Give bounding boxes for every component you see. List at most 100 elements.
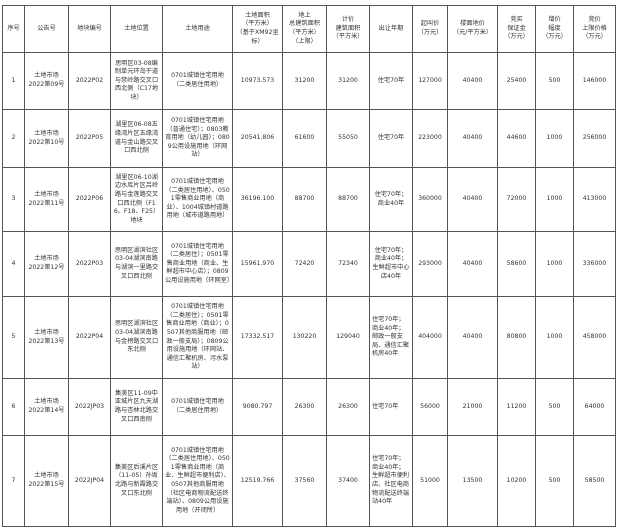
cell-floor-price: 13500 [447, 435, 498, 527]
cell-area: 12519.766 [232, 435, 283, 527]
cell-notice: 土地市场 2022第11号 [24, 167, 69, 232]
cell-notice: 土地市场 2022第15号 [24, 435, 69, 527]
cell-location: 湖里区06-10湖边水库片区吕岭路与金莲路交叉口西北侧（F16、F18、F25）… [110, 167, 163, 232]
cell-code: 2022P05 [68, 109, 111, 168]
cell-seq: 3 [2, 167, 25, 232]
cell-start-price: 127000 [412, 52, 448, 110]
cell-increment: 1000 [535, 231, 574, 297]
cell-location: 思明区湖滨社区03-04湖滨南路与湖滨一里路交叉口西北侧 [110, 231, 163, 297]
header-deposit: 竞买 保证金 （万元） [497, 5, 536, 53]
cell-deposit: 58600 [497, 231, 536, 297]
cell-location: 集美区后溪片区（11-05）孙坂北路与新霞路交叉口东北侧 [110, 435, 163, 527]
cell-deposit: 72000 [497, 167, 536, 232]
cell-term: 住宅70年；商业40年；生鲜超市中心店40年 [369, 231, 413, 297]
cell-cap: 413000 [573, 167, 616, 232]
header-floor-price: 楼面地价 （元/平方米） [447, 5, 498, 53]
cell-priced-gfa: 88700 [326, 167, 370, 232]
cell-area: 15961.970 [232, 231, 283, 297]
cell-increment: 1000 [535, 296, 574, 379]
cell-priced-gfa: 129040 [326, 296, 370, 379]
cell-floor-price: 21000 [447, 378, 498, 436]
cell-floor-price: 40400 [447, 52, 498, 110]
cell-floor-price: 40400 [447, 109, 498, 168]
header-seq: 序号 [2, 5, 25, 53]
cell-gfa: 88700 [282, 167, 327, 232]
cell-use: 0701城镇住宅用地（二类居住用地）、0501零售商业用地（商业）、1004城镇… [162, 167, 233, 232]
table-row: 3 土地市场 2022第11号 2022P06 湖里区06-10湖边水库片区吕岭路与金… [2, 167, 616, 232]
header-code: 地块编号 [68, 5, 111, 53]
cell-area: 20541.806 [232, 109, 283, 168]
cell-deposit: 25400 [497, 52, 536, 110]
cell-seq: 2 [2, 109, 25, 168]
header-row: 序号 公告号 地块编号 土地位置 土地用途 土地面积 （平方米） （基于XM92坐标） 地上… [2, 5, 616, 53]
cell-term: 住宅70年 [369, 52, 413, 110]
cell-code: 2022JP03 [68, 378, 111, 436]
cell-code: 2022P04 [68, 296, 111, 379]
header-start-price: 起叫价 （万元） [412, 5, 448, 53]
cell-increment: 1000 [535, 109, 574, 168]
cell-cap: 458000 [573, 296, 616, 379]
header-increment: 增价 幅度 （万元） [535, 5, 574, 53]
cell-use: 0701城镇住宅用地（二类居住）；0501零售商业用地（商业）；0507其他商服… [162, 296, 233, 379]
cell-code: 2022JP04 [68, 435, 111, 527]
cell-gfa: 31200 [282, 52, 327, 110]
header-term: 出让年期 [369, 5, 413, 53]
cell-deposit: 80800 [497, 296, 536, 379]
cell-term: 住宅70年；商业40年；生鲜超市便利店、社区电商物流配送终端站40年 [369, 435, 413, 527]
cell-start-price: 56000 [412, 378, 448, 436]
cell-term: 住宅70年；商业40年 [369, 167, 413, 232]
cell-code: 2022P02 [68, 52, 111, 110]
cell-notice: 土地市场 2022第13号 [24, 296, 69, 379]
cell-use: 0701城镇住宅用地（二类居住）；0501零售商业用地（商业、生鲜超市中心店）；… [162, 231, 233, 297]
table-row: 4 土地市场 2022第12号 2022P03 思明区湖滨社区03-04湖滨南路与湖滨… [2, 231, 616, 297]
cell-seq: 1 [2, 52, 25, 110]
cell-priced-gfa: 37400 [326, 435, 370, 527]
cell-start-price: 51000 [412, 435, 448, 527]
cell-term: 住宅70年 [369, 378, 413, 436]
cell-code: 2022P03 [68, 231, 111, 297]
cell-floor-price: 40400 [447, 231, 498, 297]
cell-floor-price: 40400 [447, 167, 498, 232]
cell-term: 住宅70年 [369, 109, 413, 168]
cell-term: 住宅70年；商业40年；邮政一般支局、通信汇聚机房40年 [369, 296, 413, 379]
cell-start-price: 360000 [412, 167, 448, 232]
cell-notice: 土地市场 2022第09号 [24, 52, 69, 110]
header-priced-gfa: 计价 建筑面积 （平方米） [326, 5, 370, 53]
cell-code: 2022P06 [68, 167, 111, 232]
cell-notice: 土地市场 2022第12号 [24, 231, 69, 297]
cell-use: 0701城镇住宅用地（二类居住用地） [162, 378, 233, 436]
header-notice: 公告号 [24, 5, 69, 53]
cell-deposit: 11200 [497, 378, 536, 436]
table-row: 6 土地市场 2022第14号 2022JP03 集美区11-09中亚城片区九天湖路与… [2, 378, 616, 436]
cell-location: 思明区湖滨社区03-04湖滨南路与金榜路交叉口东北侧 [110, 296, 163, 379]
cell-increment: 1000 [535, 167, 574, 232]
cell-location: 集美区11-09中亚城片区九天湖路与杏林北路交叉口西南侧 [110, 378, 163, 436]
cell-area: 9080.797 [232, 378, 283, 436]
header-gfa: 地上 总建筑面积 （平方米） （上限） [282, 5, 327, 53]
cell-cap: 58500 [573, 435, 616, 527]
cell-gfa: 72420 [282, 231, 327, 297]
header-cap: 竞价 上限价格 （万元） [573, 5, 616, 53]
cell-increment: 500 [535, 52, 574, 110]
cell-gfa: 130220 [282, 296, 327, 379]
cell-use: 0701城镇住宅用地（二类居住用地） [162, 52, 233, 110]
cell-start-price: 404000 [412, 296, 448, 379]
cell-priced-gfa: 31200 [326, 52, 370, 110]
cell-gfa: 26300 [282, 378, 327, 436]
cell-priced-gfa: 55050 [326, 109, 370, 168]
cell-gfa: 37560 [282, 435, 327, 527]
header-use: 土地用途 [162, 5, 233, 53]
cell-cap: 336000 [573, 231, 616, 297]
cell-cap: 256000 [573, 109, 616, 168]
cell-floor-price: 40400 [447, 296, 498, 379]
cell-area: 36196.100 [232, 167, 283, 232]
cell-start-price: 223000 [412, 109, 448, 168]
table-row: 2 土地市场 2022第10号 2022P05 湖里区06-08五缘湾片区五缘湾道与金… [2, 109, 616, 168]
cell-start-price: 293000 [412, 231, 448, 297]
table-row: 7 土地市场 2022第15号 2022JP04 集美区后溪片区（11-05）孙坂北路… [2, 435, 616, 527]
cell-location: 思明区03-08编制单元环岛干道与禁岭路交叉口西北侧（C17地块） [110, 52, 163, 110]
cell-cap: 64000 [573, 378, 616, 436]
header-area: 土地面积 （平方米） （基于XM92坐标） [232, 5, 283, 53]
cell-priced-gfa: 26300 [326, 378, 370, 436]
cell-use: 0701城镇住宅用地（二类居住用地）、0501零售商业用地（商业、生鲜超市便利店… [162, 435, 233, 527]
